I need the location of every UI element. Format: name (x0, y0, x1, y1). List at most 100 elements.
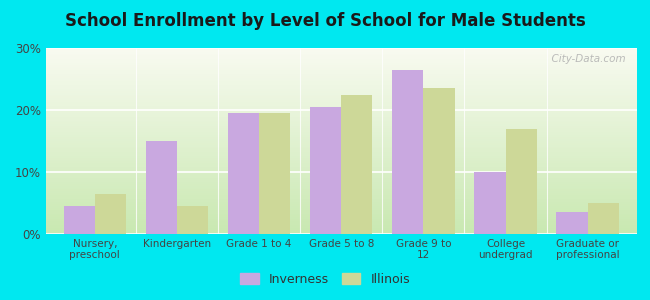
Bar (46, 148, 637, 150)
Bar (46, 96, 637, 98)
Bar (474, 172, 506, 234)
Bar (46, 228, 637, 230)
Bar (46, 93, 637, 94)
Bar (46, 106, 637, 107)
Bar (310, 107, 341, 234)
Bar (46, 169, 637, 171)
Bar (46, 184, 637, 186)
Bar (46, 199, 637, 200)
Bar (46, 200, 637, 202)
Bar (588, 203, 619, 234)
Bar (46, 208, 637, 210)
Bar (46, 91, 637, 93)
Bar (46, 70, 637, 72)
Bar (46, 172, 637, 175)
Bar (46, 61, 637, 63)
Text: School Enrollment by Level of School for Male Students: School Enrollment by Level of School for… (64, 12, 586, 30)
Bar (46, 82, 637, 83)
Bar (46, 221, 637, 223)
Bar (46, 180, 637, 182)
Bar (46, 115, 637, 117)
Bar (341, 94, 372, 234)
Bar (556, 212, 588, 234)
Bar (46, 102, 637, 104)
Bar (46, 85, 637, 87)
Bar (46, 154, 637, 156)
Bar (46, 117, 637, 119)
Bar (46, 50, 637, 52)
Bar (46, 219, 637, 221)
Bar (46, 132, 637, 134)
Bar (46, 214, 637, 215)
Bar (46, 161, 637, 163)
Bar (46, 67, 637, 68)
Bar (46, 137, 637, 139)
Bar (46, 165, 637, 167)
Bar (95, 194, 126, 234)
Bar (46, 202, 637, 204)
Bar (46, 143, 637, 145)
Bar (46, 176, 637, 178)
Bar (46, 171, 637, 172)
Bar (259, 113, 291, 234)
Bar (177, 206, 208, 234)
Bar (46, 124, 637, 126)
Bar (46, 74, 637, 76)
Bar (46, 210, 637, 212)
Bar (46, 72, 637, 74)
Bar (46, 188, 637, 189)
Bar (46, 197, 637, 199)
Bar (46, 104, 637, 106)
Bar (46, 141, 637, 143)
Bar (46, 94, 637, 96)
Bar (46, 158, 637, 160)
Bar (46, 156, 637, 158)
Bar (46, 175, 637, 176)
Bar (46, 163, 637, 165)
Bar (146, 141, 177, 234)
Bar (392, 70, 423, 234)
Bar (46, 178, 637, 180)
Bar (46, 63, 637, 65)
Bar (46, 147, 637, 148)
Bar (46, 76, 637, 78)
Bar (46, 225, 637, 226)
Bar (46, 68, 637, 70)
Bar (46, 195, 637, 197)
Bar (46, 204, 637, 206)
Bar (228, 113, 259, 234)
Bar (46, 59, 637, 61)
Bar (46, 110, 637, 111)
Bar (46, 65, 637, 67)
Bar (46, 56, 637, 57)
Legend: Inverness, Illinois: Inverness, Illinois (235, 268, 415, 291)
Bar (46, 83, 637, 85)
Bar (46, 121, 637, 122)
Bar (46, 232, 637, 234)
Bar (46, 135, 637, 137)
Bar (46, 54, 637, 56)
Bar (46, 223, 637, 225)
Bar (46, 215, 637, 217)
Bar (46, 182, 637, 184)
Bar (46, 80, 637, 82)
Bar (46, 191, 637, 193)
Bar (46, 193, 637, 195)
Bar (46, 113, 637, 115)
Bar (46, 226, 637, 228)
Bar (46, 167, 637, 169)
Bar (46, 57, 637, 59)
Bar (46, 100, 637, 102)
Bar (46, 78, 637, 80)
Bar (46, 134, 637, 135)
Bar (46, 186, 637, 188)
Bar (46, 126, 637, 128)
Bar (46, 212, 637, 214)
Bar (46, 160, 637, 161)
Bar (46, 128, 637, 130)
Bar (423, 88, 454, 234)
Bar (64, 206, 95, 234)
Bar (46, 98, 637, 100)
Bar (46, 189, 637, 191)
Bar (46, 122, 637, 124)
